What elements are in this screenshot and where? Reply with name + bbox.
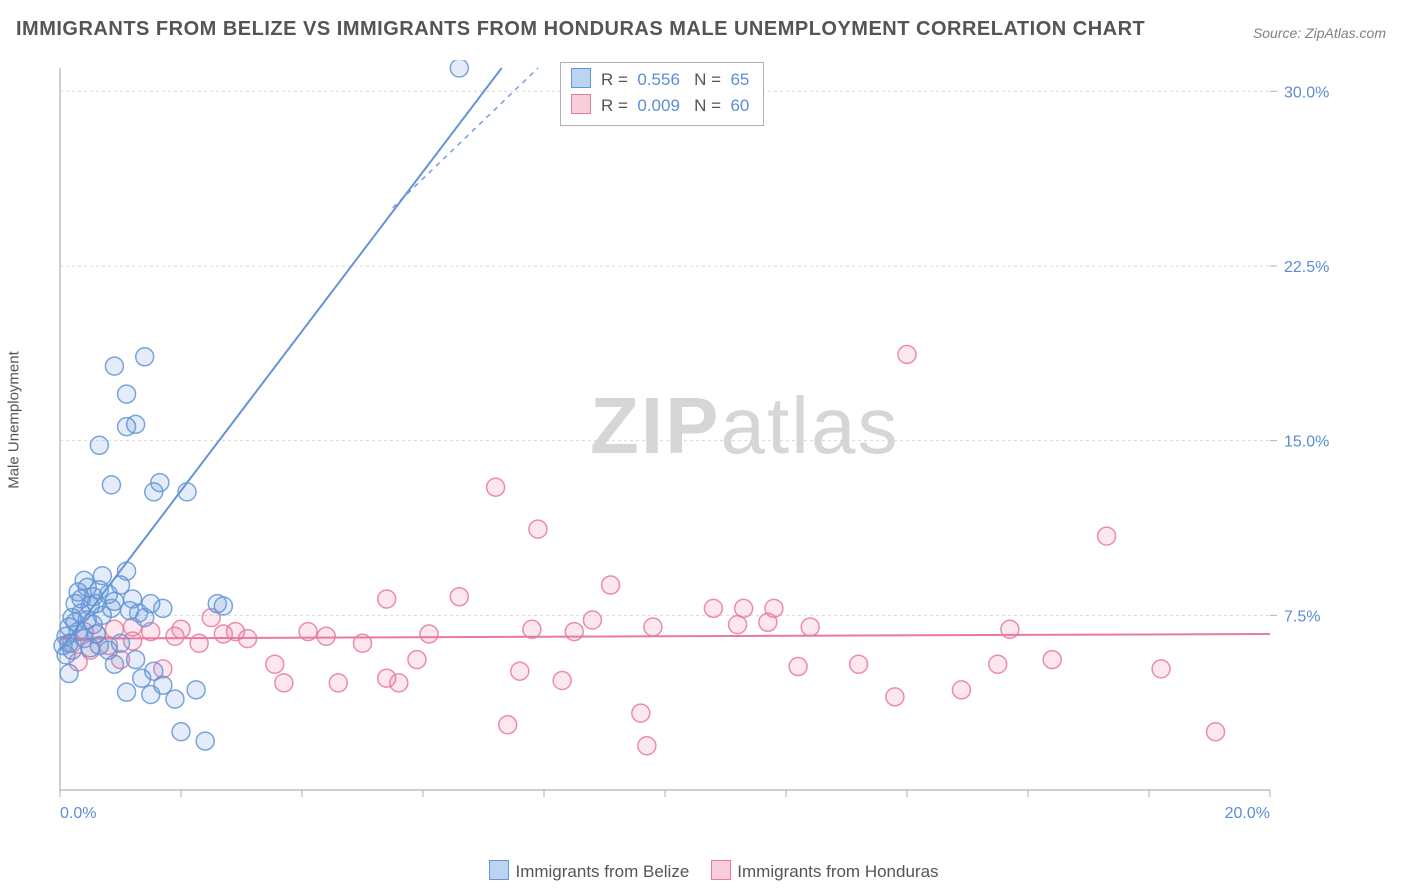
legend-label-belize: Immigrants from Belize	[515, 862, 689, 881]
stats-legend-box: R = 0.556 N = 65R = 0.009 N = 60	[560, 62, 764, 126]
x-tick-label: 20.0%	[1225, 805, 1270, 822]
stats-swatch-belize	[571, 68, 591, 88]
chart-title: IMMIGRANTS FROM BELIZE VS IMMIGRANTS FRO…	[16, 18, 1145, 41]
source-attribution: Source: ZipAtlas.com	[1253, 25, 1386, 41]
stats-row-honduras: R = 0.009 N = 60	[571, 93, 749, 119]
y-tick-label: 7.5%	[1284, 608, 1320, 625]
y-tick-label: 15.0%	[1284, 434, 1329, 451]
series-honduras	[63, 345, 1224, 754]
series-belize	[54, 60, 468, 750]
stats-row-belize: R = 0.556 N = 65	[571, 67, 749, 93]
y-tick-label: 22.5%	[1284, 259, 1329, 276]
stats-r-belize: 0.556	[637, 70, 680, 89]
x-tick-label: 0.0%	[60, 805, 96, 822]
stats-n-honduras: 60	[730, 96, 749, 115]
plot-svg: 15.0% 30.0% 7.5% 22.5% 0.0% 20.0%	[50, 60, 1340, 830]
stats-r-honduras: 0.009	[637, 96, 680, 115]
stats-n-belize: 65	[730, 70, 749, 89]
legend-swatch-belize	[489, 860, 509, 880]
stats-swatch-honduras	[571, 94, 591, 114]
legend-label-honduras: Immigrants from Honduras	[737, 862, 938, 881]
y-tick-label: 30.0%	[1284, 84, 1329, 101]
scatter-plot: 15.0%30.0%7.5%22.5%0.0%20.0% ZIPatlas R …	[50, 60, 1340, 830]
legend-swatch-honduras	[711, 860, 731, 880]
series-legend: Immigrants from Belize Immigrants from Ho…	[0, 860, 1406, 882]
y-axis-label: Male Unemployment	[6, 351, 23, 489]
